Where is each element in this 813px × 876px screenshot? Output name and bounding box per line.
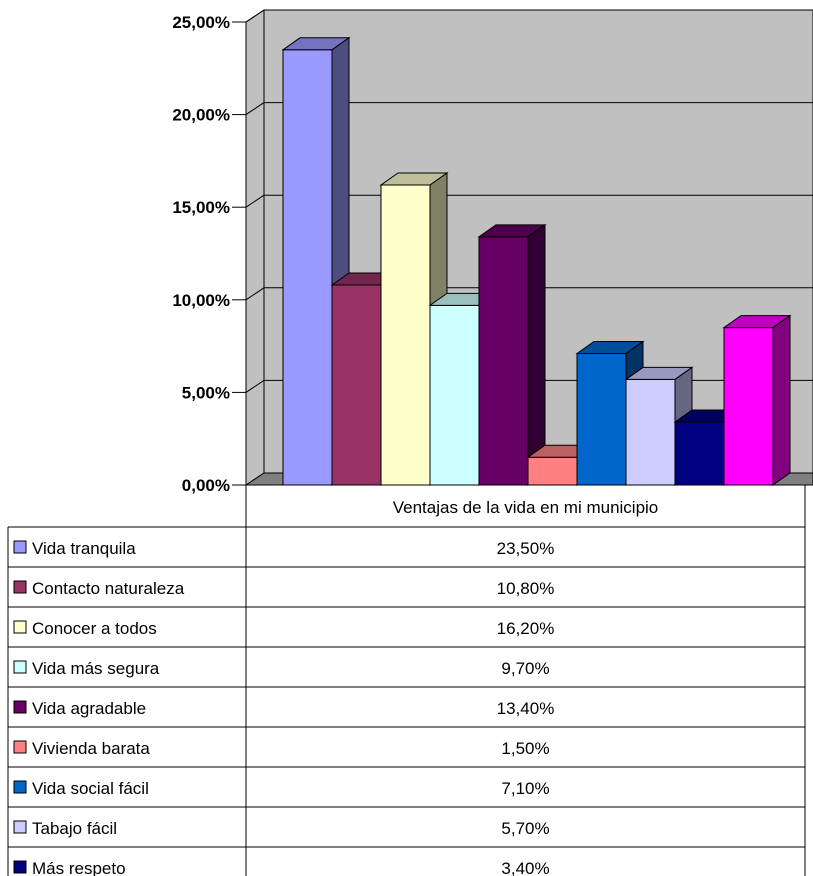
gridline-side — [245, 287, 265, 301]
data-label: 23,50% — [497, 539, 555, 558]
category-label: Ventajas de la vida en mi municipio — [393, 498, 659, 517]
bar-front — [674, 421, 725, 486]
legend-swatch — [13, 780, 27, 794]
bar-side — [527, 223, 546, 486]
data-label: 10,80% — [497, 579, 555, 598]
bar-front — [429, 304, 480, 486]
bar — [722, 314, 792, 486]
bars-group — [281, 36, 792, 486]
bar — [477, 223, 547, 486]
legend-swatch — [13, 700, 27, 714]
bar-side — [772, 314, 791, 486]
bar-front — [478, 236, 529, 486]
legend-swatch — [13, 660, 27, 674]
bar-front — [282, 49, 333, 486]
legend-label: Vida social fácil — [32, 779, 149, 798]
y-tick-label: 0,00% — [182, 476, 230, 495]
data-label: 16,20% — [497, 619, 555, 638]
gridline-side — [245, 194, 265, 208]
legend-label: Vida tranquila — [32, 539, 136, 558]
bar-front — [723, 327, 774, 486]
y-tick-label: 5,00% — [182, 383, 230, 402]
data-label: 1,50% — [501, 739, 549, 758]
legend-label: Vida agradable — [32, 699, 146, 718]
legend-label: Contacto naturaleza — [32, 579, 185, 598]
legend-swatch — [13, 860, 27, 874]
side-wall — [245, 9, 265, 486]
legend-label: Vivienda barata — [32, 739, 150, 758]
data-label: 5,70% — [501, 819, 549, 838]
y-tick-label: 25,00% — [172, 13, 230, 32]
bar-front — [576, 353, 627, 486]
gridline-side — [245, 379, 265, 393]
legend-swatch — [13, 620, 27, 634]
legend-label: Más respeto — [32, 859, 126, 876]
gridline-side — [245, 9, 265, 23]
legend-label: Conocer a todos — [32, 619, 157, 638]
gridline-side — [245, 102, 265, 116]
data-label: 7,10% — [501, 779, 549, 798]
legend-label: Tabajo fácil — [32, 819, 117, 838]
y-tick-label: 10,00% — [172, 291, 230, 310]
y-tick-label: 15,00% — [172, 198, 230, 217]
y-tick-label: 20,00% — [172, 106, 230, 125]
bar — [624, 366, 694, 486]
bar-front — [625, 378, 676, 486]
legend-swatch — [13, 540, 27, 554]
bar-front — [331, 284, 382, 486]
data-label: 13,40% — [497, 699, 555, 718]
data-label: 9,70% — [501, 659, 549, 678]
data-label: 3,40% — [501, 859, 549, 876]
bar-front — [380, 184, 431, 486]
legend-swatch — [13, 820, 27, 834]
data-table: Ventajas de la vida en mi municipio Vida … — [7, 485, 806, 876]
legend-swatch — [13, 580, 27, 594]
legend-label: Vida más segura — [32, 659, 160, 678]
legend-swatch — [13, 740, 27, 754]
bar-front — [527, 456, 578, 486]
